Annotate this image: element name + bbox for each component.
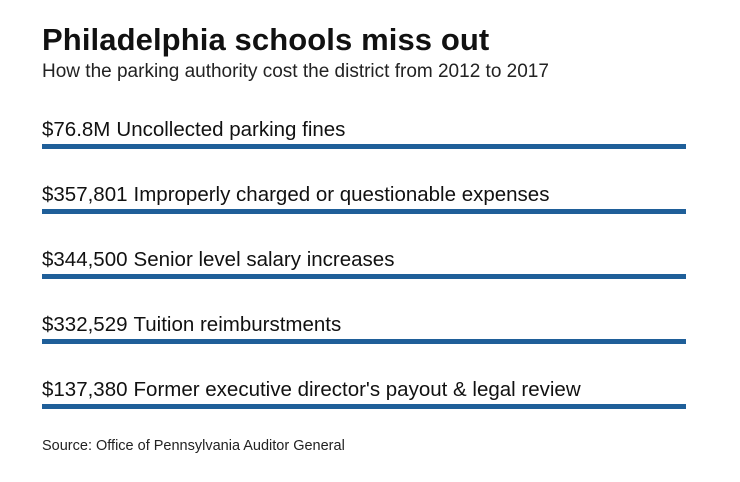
cost-label: Tuition reimburstments (133, 313, 342, 336)
cost-item: $344,500 Senior level salary increases (42, 244, 686, 309)
cost-divider-bar (42, 274, 686, 279)
cost-item: $357,801 Improperly charged or questionab… (42, 179, 686, 244)
cost-item-text: $137,380 Former executive director's payo… (42, 378, 581, 402)
cost-item: $332,529 Tuition reimburstments (42, 309, 686, 374)
cost-label: Former executive director's payout & leg… (133, 378, 581, 401)
cost-item-text: $76.8M Uncollected parking fines (42, 118, 345, 142)
cost-label: Senior level salary increases (133, 248, 395, 271)
cost-amount: $137,380 (42, 378, 128, 401)
cost-item-text: $357,801 Improperly charged or questionab… (42, 183, 549, 207)
cost-amount: $344,500 (42, 248, 128, 271)
cost-list: $76.8M Uncollected parking fines $357,801… (42, 114, 686, 439)
cost-item-text: $344,500 Senior level salary increases (42, 248, 394, 272)
source-note: Source: Office of Pennsylvania Auditor G… (42, 438, 345, 454)
cost-divider-bar (42, 339, 686, 344)
cost-item-text: $332,529 Tuition reimburstments (42, 313, 341, 337)
cost-item: $76.8M Uncollected parking fines (42, 114, 686, 179)
cost-label: Uncollected parking fines (116, 118, 346, 141)
page-title: Philadelphia schools miss out (42, 22, 490, 57)
cost-amount: $332,529 (42, 313, 128, 336)
cost-divider-bar (42, 404, 686, 409)
cost-amount: $76.8M (42, 118, 111, 141)
cost-divider-bar (42, 209, 686, 214)
cost-amount: $357,801 (42, 183, 128, 206)
cost-divider-bar (42, 144, 686, 149)
cost-label: Improperly charged or questionable expen… (133, 183, 550, 206)
page-subtitle: How the parking authority cost the distr… (42, 61, 549, 82)
cost-item: $137,380 Former executive director's payo… (42, 374, 686, 439)
